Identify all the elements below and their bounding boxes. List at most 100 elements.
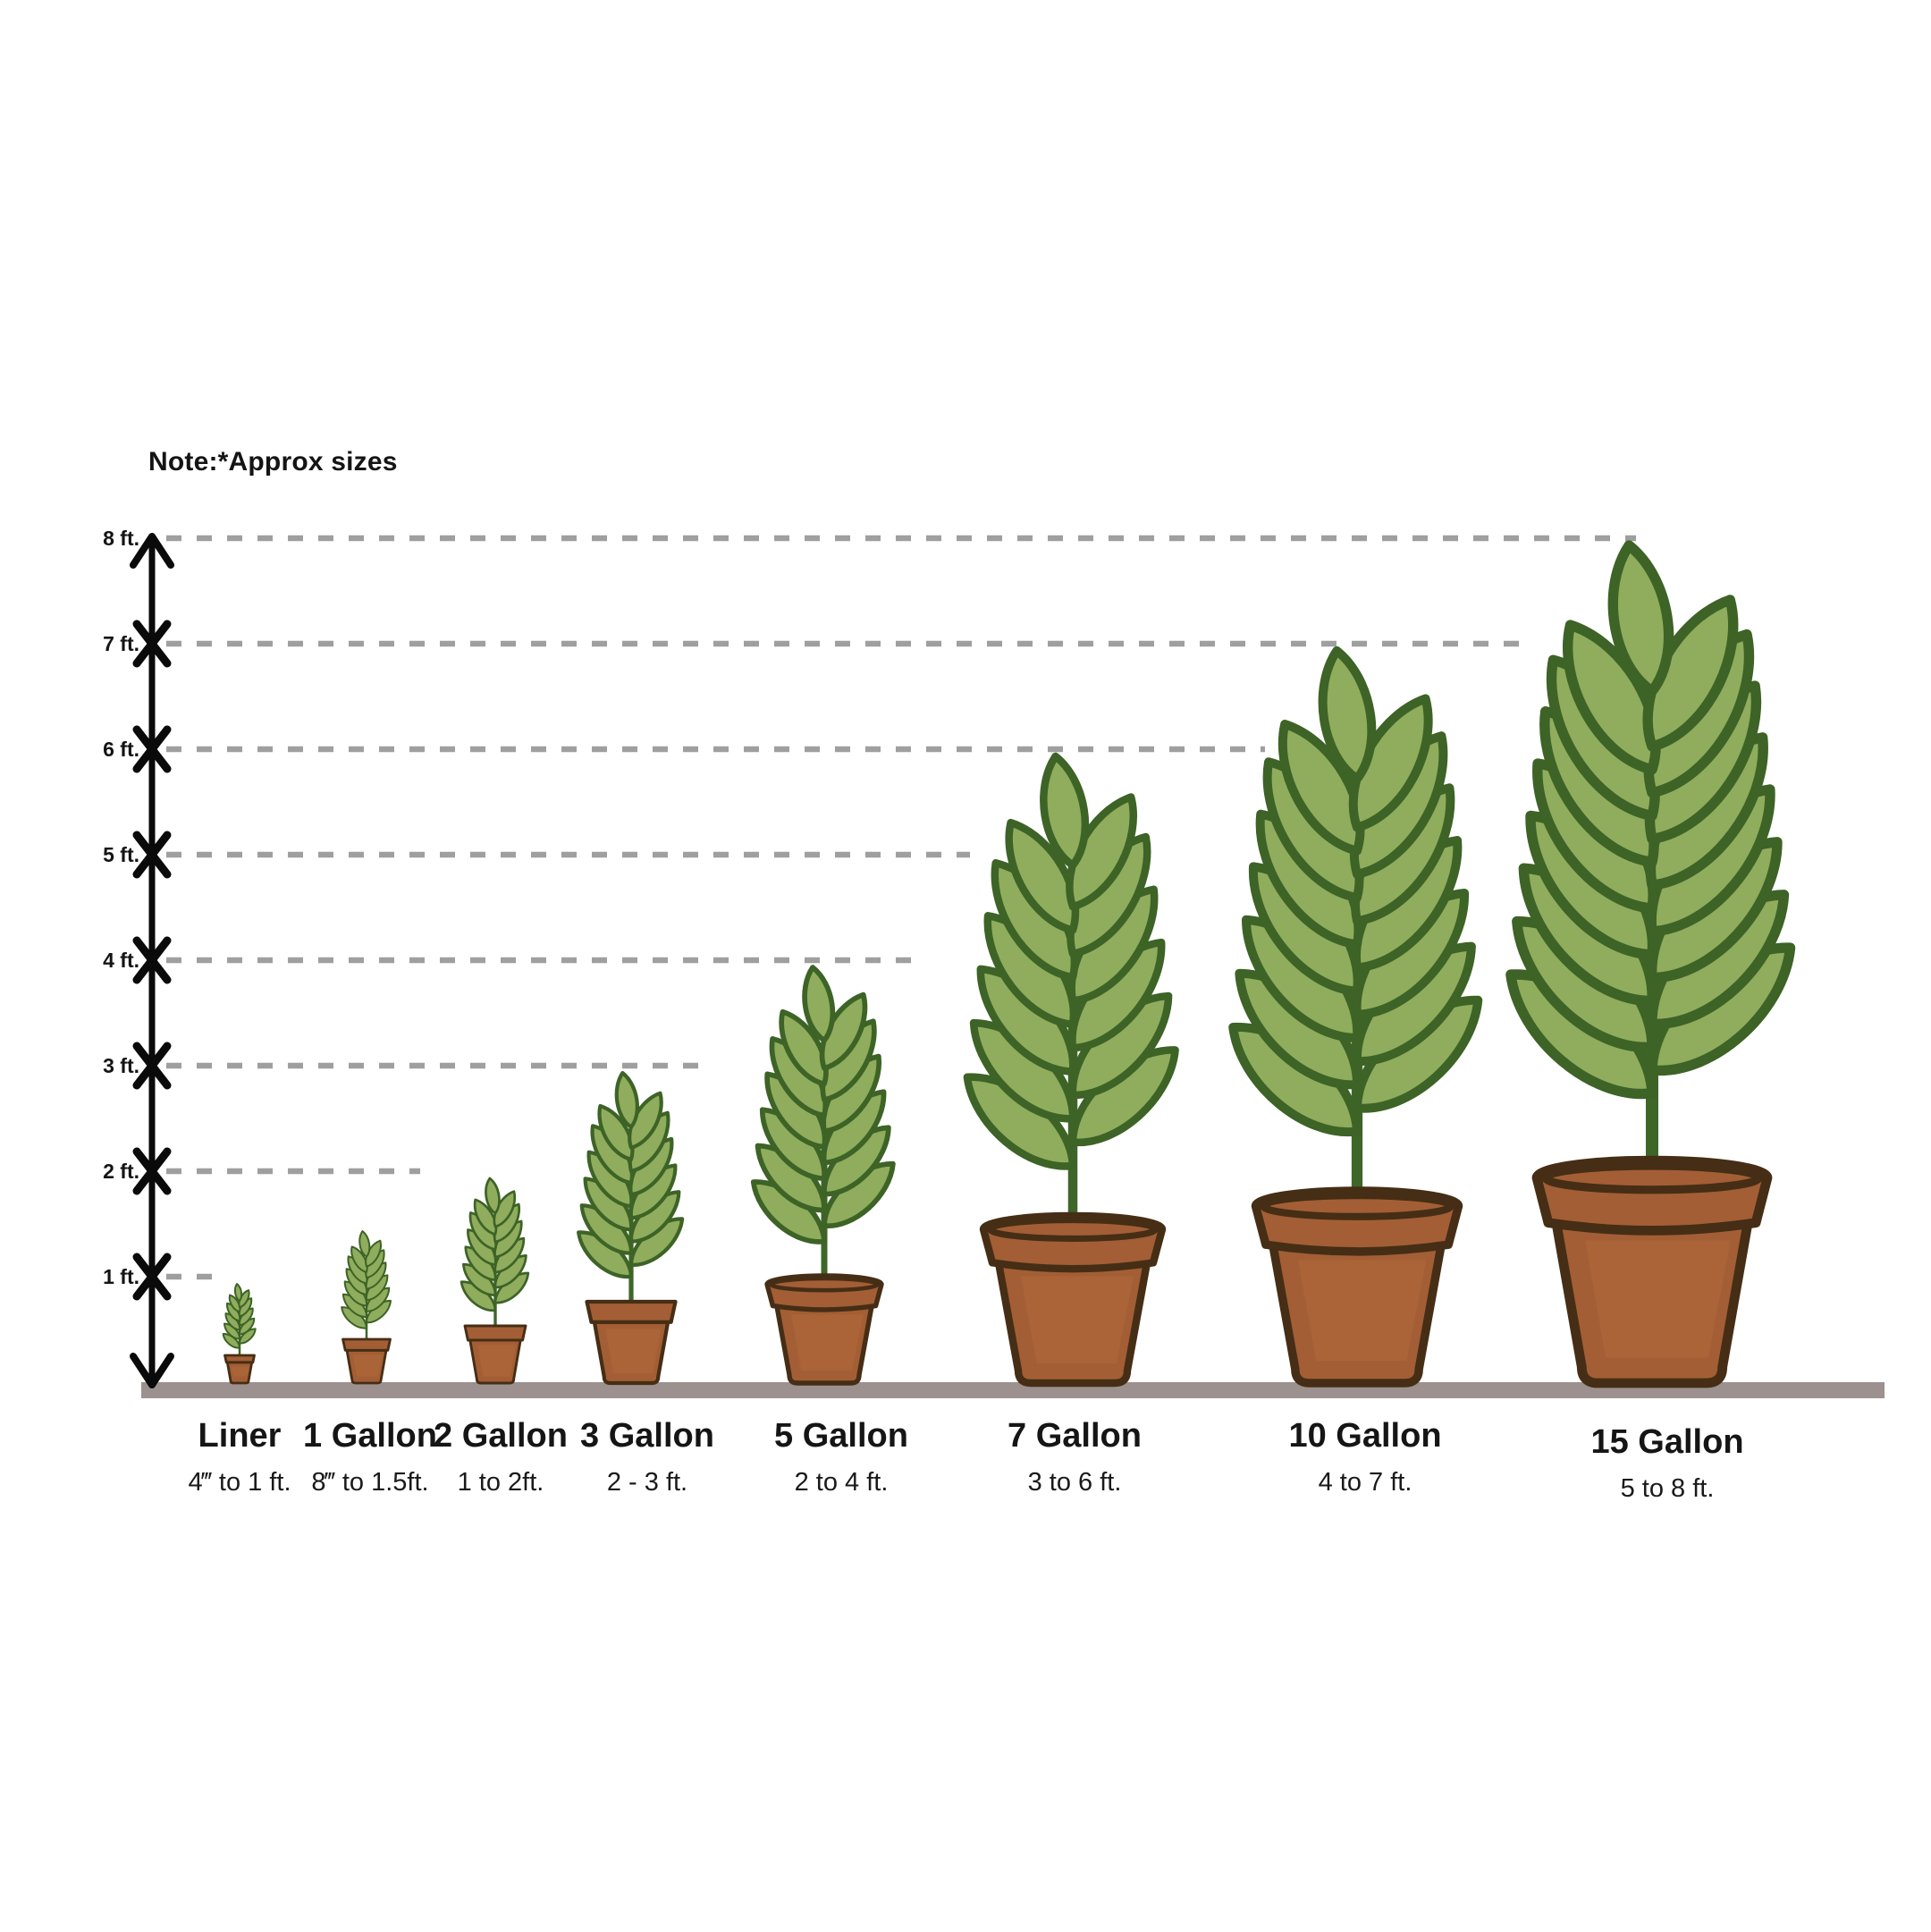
axis-tick-label-6ft: 6 ft. xyxy=(103,738,139,761)
leaf xyxy=(976,965,1077,1076)
leaf xyxy=(493,1190,517,1228)
leaf xyxy=(358,1230,371,1258)
leaf xyxy=(485,1177,501,1215)
leaf xyxy=(239,1328,257,1345)
size-name-7-gallon: 7 Gallon xyxy=(1008,1417,1142,1455)
axis-x-mark-7ft xyxy=(132,620,172,668)
leaf xyxy=(365,1287,391,1312)
axis-x-mark-2ft xyxy=(132,1147,172,1195)
axis-x-mark-1ft xyxy=(132,1253,172,1301)
size-name-10-gallon: 10 Gallon xyxy=(1288,1417,1442,1455)
height-axis xyxy=(130,533,174,1388)
pot-opening xyxy=(1541,1161,1763,1194)
leaf xyxy=(233,1283,243,1302)
leaf xyxy=(628,1091,663,1150)
leaf xyxy=(822,1160,896,1228)
leaf xyxy=(460,1280,497,1312)
size-range-2-gallon: 1 to 2ft. xyxy=(457,1468,544,1497)
pot-highlight xyxy=(1585,1240,1731,1358)
leaf xyxy=(1068,938,1166,1052)
axis-x-mark-6ft xyxy=(132,725,172,773)
leaf xyxy=(764,1071,828,1150)
potted-plant-15-gallon xyxy=(1505,540,1796,1388)
size-name-liner: Liner xyxy=(198,1417,282,1455)
leaf xyxy=(628,1190,681,1244)
leaf xyxy=(493,1271,530,1304)
pot-highlight xyxy=(1020,1276,1134,1364)
leaf xyxy=(628,1217,685,1267)
leaf xyxy=(577,1230,634,1279)
leaf xyxy=(222,1333,240,1349)
leaf xyxy=(464,1245,497,1281)
pot-highlight xyxy=(477,1345,517,1377)
size-range-7-gallon: 3 to 6 ft. xyxy=(1027,1468,1122,1497)
leaf xyxy=(1318,645,1377,784)
potted-plant-7-gallon xyxy=(963,752,1179,1388)
leaf xyxy=(342,1293,368,1319)
size-range-liner: 4‴ to 1 ft. xyxy=(188,1468,291,1497)
axis-x-mark-3ft xyxy=(132,1042,172,1090)
leaf xyxy=(343,1280,368,1307)
size-range-5-gallon: 2 to 4 ft. xyxy=(794,1468,889,1497)
axis-tick-label-1ft: 1 ft. xyxy=(103,1265,139,1288)
leaf xyxy=(586,1150,634,1209)
pot-highlight xyxy=(790,1314,864,1371)
pot-opening xyxy=(987,1217,1159,1242)
leaf xyxy=(238,1317,256,1336)
leaf xyxy=(614,1070,639,1129)
pot-rim xyxy=(342,1337,392,1352)
axis-tick-label-5ft: 5 ft. xyxy=(103,843,139,866)
pot-highlight xyxy=(231,1366,250,1377)
axis-tick-label-8ft: 8 ft. xyxy=(103,527,139,550)
leaf xyxy=(467,1228,497,1266)
ground-bar xyxy=(141,1382,1885,1398)
leaf xyxy=(1068,991,1173,1100)
potted-plant-10-gallon xyxy=(1228,645,1483,1388)
potted-plant-1-gallon xyxy=(341,1230,392,1385)
leaf xyxy=(1040,752,1090,870)
leaf xyxy=(493,1236,526,1274)
size-range-1-gallon: 8‴ to 1.5ft. xyxy=(311,1468,429,1497)
leaf xyxy=(821,1089,887,1166)
axis-tick-label-3ft: 3 ft. xyxy=(103,1054,139,1077)
leaf xyxy=(345,1268,368,1295)
leaf xyxy=(341,1306,367,1329)
potted-plant-2-gallon xyxy=(460,1177,530,1385)
pot-rim xyxy=(463,1324,527,1342)
size-range-10-gallon: 4 to 7 ft. xyxy=(1318,1468,1412,1497)
pot-rim xyxy=(585,1299,678,1324)
leaf xyxy=(462,1262,497,1296)
pot-highlight xyxy=(605,1329,662,1374)
axis-tick-label-7ft: 7 ft. xyxy=(103,632,139,655)
leaf xyxy=(983,912,1078,1029)
axis-arrow-up xyxy=(130,533,174,569)
leaf xyxy=(583,1177,634,1232)
size-name-5-gallon: 5 Gallon xyxy=(774,1417,908,1455)
pot-highlight xyxy=(352,1354,383,1377)
axis-arrow-down xyxy=(130,1353,174,1388)
leaf xyxy=(223,1322,241,1340)
size-name-1-gallon: 1 Gallon xyxy=(303,1417,437,1455)
leaf xyxy=(366,1299,392,1324)
pot-opening xyxy=(1260,1192,1455,1220)
potted-plant-liner xyxy=(222,1283,257,1385)
leaf xyxy=(224,1312,241,1331)
size-name-3-gallon: 3 Gallon xyxy=(580,1417,714,1455)
leaf xyxy=(493,1254,527,1289)
size-name-2-gallon: 2 Gallon xyxy=(434,1417,568,1455)
approx-sizes-note: Note:*Approx sizes xyxy=(148,447,398,477)
axis-x-mark-4ft xyxy=(132,936,172,984)
leaf xyxy=(759,1107,827,1181)
pot-highlight xyxy=(1298,1260,1427,1362)
leaf xyxy=(365,1274,389,1302)
size-name-15-gallon: 15 Gallon xyxy=(1590,1423,1744,1461)
height-guide-lines xyxy=(166,535,1636,1280)
leaf xyxy=(963,1073,1077,1170)
pot-opening xyxy=(769,1276,880,1293)
axis-x-mark-5ft xyxy=(132,831,172,879)
leaf xyxy=(579,1203,634,1255)
size-range-3-gallon: 2 - 3 ft. xyxy=(606,1468,688,1497)
leaf xyxy=(969,1018,1077,1123)
